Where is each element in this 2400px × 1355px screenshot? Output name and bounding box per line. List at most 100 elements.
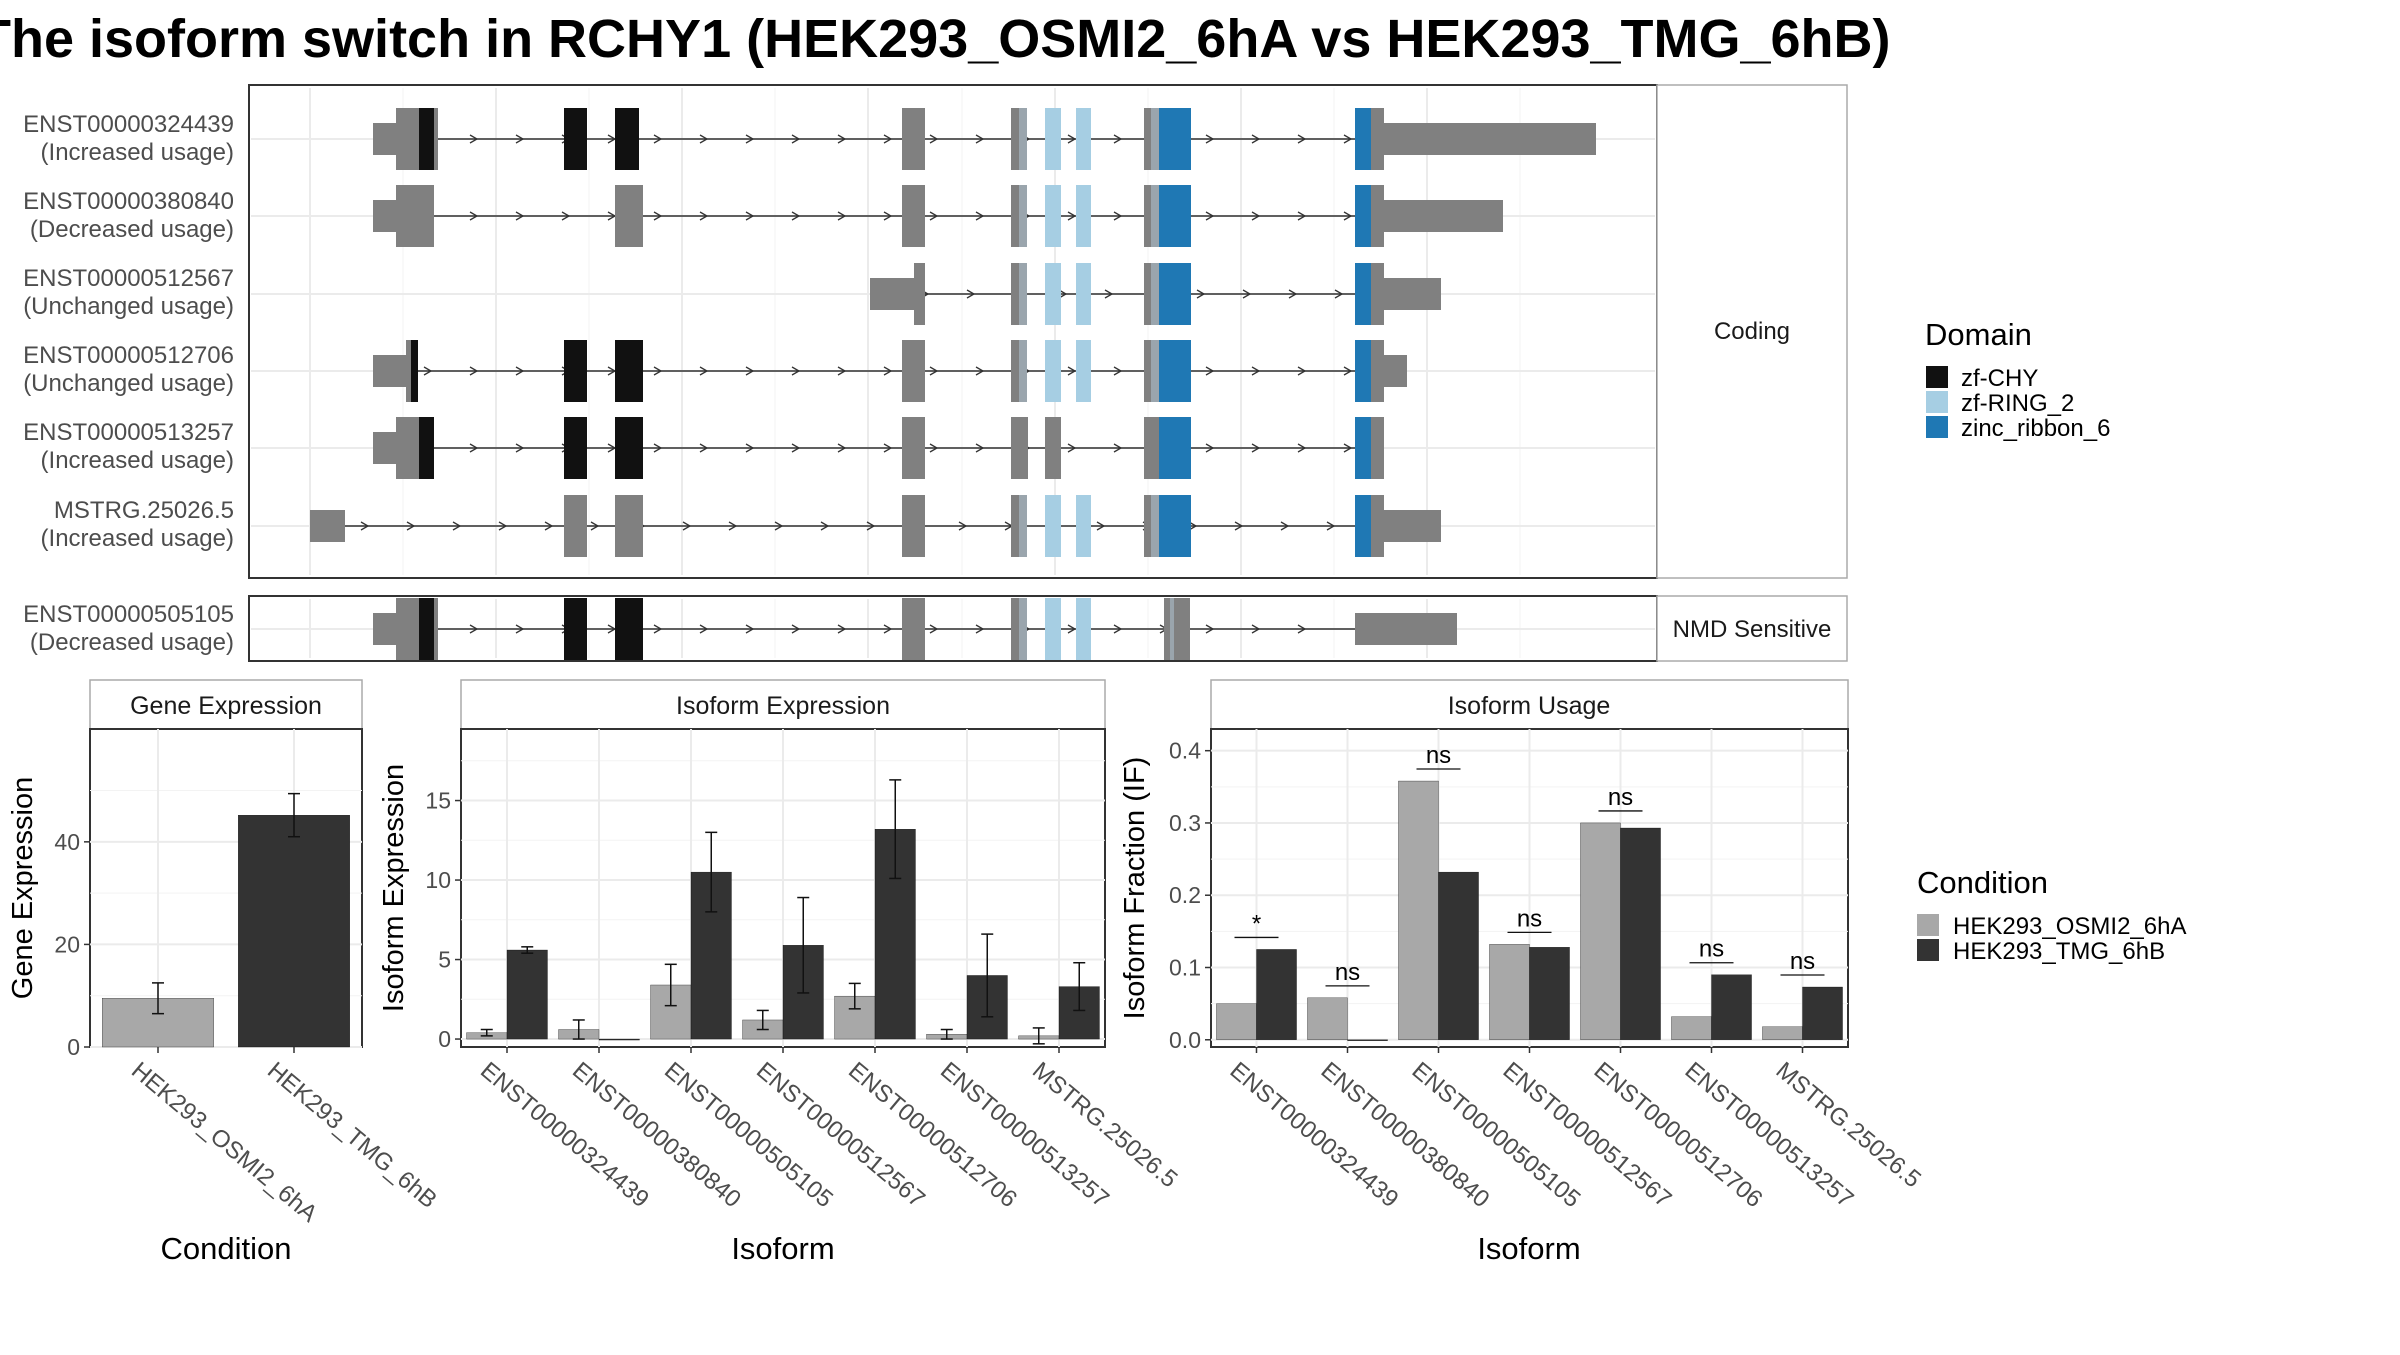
domain-zf-chy <box>615 417 628 479</box>
domain-zinc-ribbon-6 <box>1355 185 1371 247</box>
domain-zf-ring-2 <box>1045 495 1061 557</box>
figure-title: The isoform switch in RCHY1 (HEK293_OSMI… <box>0 9 1891 69</box>
domain-legend-label: zf-CHY <box>1961 365 2038 392</box>
utr <box>310 510 345 542</box>
bar <box>1438 871 1479 1040</box>
coding-panel <box>248 84 1658 579</box>
exon <box>1371 108 1384 170</box>
isoform-usage-chart: Isoform Usage * ns ns ns ns ns ns 0.0 0.1 0.2 0.3… <box>1119 679 1926 1266</box>
strand-arrow <box>929 211 939 221</box>
strand-arrow <box>515 134 525 144</box>
y-tick-label: 0.0 <box>1169 1027 1201 1053</box>
domain-zf-ring-2 <box>1045 598 1061 660</box>
utr <box>373 355 406 387</box>
x-tick-label: ENST00000513257 <box>935 1057 1114 1213</box>
significance-label: * <box>1252 910 1261 937</box>
domain-zf-ring-2 <box>1076 263 1091 325</box>
strand-arrow <box>699 366 709 376</box>
domain-zf-ring-2 <box>1045 263 1061 325</box>
exon <box>1144 263 1151 325</box>
gene-expression-chart: Gene Expression 0 20 40 HEK293_OSMI2_6hAHE… <box>7 679 442 1266</box>
condition-legend-swatch <box>1917 914 1939 936</box>
x-tick-label: ENST00000512706 <box>1589 1057 1768 1213</box>
domain-legend-swatch <box>1926 366 1948 388</box>
strand-arrow <box>883 134 893 144</box>
strand-arrow <box>1251 134 1261 144</box>
strand-arrow <box>515 211 525 221</box>
utr <box>373 123 396 155</box>
strand-arrow <box>1297 443 1307 453</box>
significance-label: ns <box>1790 948 1815 975</box>
strand-arrow <box>1113 134 1123 144</box>
y-tick-label: 15 <box>425 788 451 814</box>
row-label-id: ENST00000324439 <box>23 111 234 138</box>
strand-arrow <box>469 624 479 634</box>
row-label-id: ENST00000512567 <box>23 265 234 292</box>
strand-arrow <box>1188 521 1198 531</box>
domain-zf-chy <box>411 340 418 402</box>
x-tick-label: ENST00000380840 <box>567 1057 746 1213</box>
strand-arrow <box>774 521 784 531</box>
strand-arrow <box>1251 366 1261 376</box>
domain-zinc-ribbon-6 <box>1355 340 1371 402</box>
strand-arrow <box>1343 134 1353 144</box>
strand-arrow <box>975 134 985 144</box>
exon <box>1144 417 1159 479</box>
strand-arrow <box>515 624 525 634</box>
domain-zinc-ribbon-6 <box>1355 108 1371 170</box>
domain-legend-label: zinc_ribbon_6 <box>1961 415 2110 442</box>
strand-arrow <box>1280 521 1290 531</box>
strand-arrow <box>469 443 479 453</box>
strand-arrow <box>1113 624 1123 634</box>
bar <box>506 949 548 1040</box>
domain-zinc-ribbon-6 <box>1159 185 1191 247</box>
strand-arrow <box>1251 211 1261 221</box>
row-label-usage: (Unchanged usage) <box>23 293 234 320</box>
exon <box>1371 263 1384 325</box>
bar <box>238 815 350 1048</box>
transcript-track <box>373 108 1596 170</box>
domain-zf-chy <box>615 340 628 402</box>
exon-edge <box>1151 495 1159 557</box>
coding-strip-label: Coding <box>1714 318 1790 345</box>
row-label-id: ENST00000505105 <box>23 601 234 628</box>
exon <box>1371 495 1384 557</box>
domain-zinc-ribbon-6 <box>1355 417 1371 479</box>
strand-arrow <box>929 134 939 144</box>
utr <box>1384 278 1441 310</box>
bar <box>1398 780 1439 1040</box>
strand-arrow <box>975 443 985 453</box>
strand-arrow <box>1104 289 1114 299</box>
strand-arrow <box>653 624 663 634</box>
utr <box>870 278 914 310</box>
y-axis-label: Isoform Expression <box>378 764 410 1012</box>
x-tick-label: ENST00000512706 <box>843 1057 1022 1213</box>
domain-zf-chy <box>615 598 628 660</box>
strand-arrow <box>745 211 755 221</box>
strand-arrow <box>469 366 479 376</box>
exon <box>396 108 419 170</box>
transcript-track <box>373 185 1503 247</box>
exon <box>396 417 419 479</box>
row-label-usage: (Decreased usage) <box>30 216 234 243</box>
strand-arrow <box>975 624 985 634</box>
exon-edge <box>1151 108 1159 170</box>
y-tick-label: 0.2 <box>1169 882 1201 908</box>
domain-zf-chy <box>564 417 587 479</box>
condition-legend-swatch <box>1917 939 1939 961</box>
strand-arrow <box>975 211 985 221</box>
exon <box>902 417 925 479</box>
exon <box>902 495 914 557</box>
strand-arrow <box>544 521 554 531</box>
x-tick-label: ENST00000324439 <box>1225 1057 1404 1213</box>
row-label-usage: (Increased usage) <box>41 139 234 166</box>
strand-arrow <box>653 211 663 221</box>
exon-edge <box>1019 598 1027 660</box>
x-tick-label: ENST00000505105 <box>659 1057 838 1213</box>
bar <box>598 1038 640 1041</box>
chart-title: Gene Expression <box>130 692 322 720</box>
strand-arrow <box>745 366 755 376</box>
strand-arrow <box>745 134 755 144</box>
domain-zf-chy <box>419 417 434 479</box>
domain-zf-ring-2 <box>1045 185 1061 247</box>
